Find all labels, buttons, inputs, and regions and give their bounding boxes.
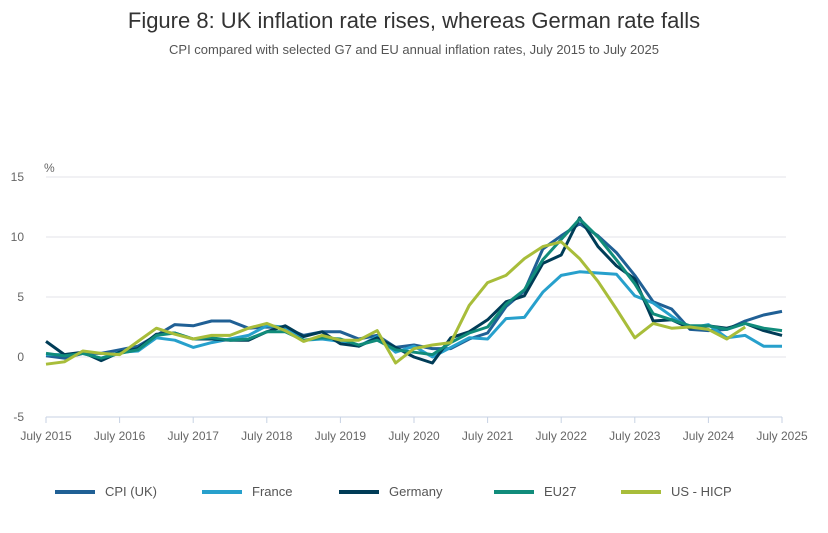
legend-swatch: [55, 489, 95, 494]
x-tick-label: July 2018: [241, 429, 293, 443]
legend-item[interactable]: CPI (UK): [55, 484, 157, 499]
x-tick-label: July 2021: [462, 429, 514, 443]
series-line-germany: [45, 216, 783, 365]
y-tick-label: 5: [17, 290, 24, 304]
x-tick-label: July 2024: [683, 429, 735, 443]
x-tick-label: July 2025: [756, 429, 808, 443]
legend-label: EU27: [544, 484, 577, 499]
y-tick-label: 15: [11, 170, 25, 184]
legend-item[interactable]: US - HICP: [621, 484, 732, 499]
y-tick-label: -5: [13, 410, 24, 424]
series-line-us-hicp: [45, 240, 747, 366]
x-tick-label: July 2023: [609, 429, 661, 443]
x-tick-label: July 2022: [536, 429, 588, 443]
y-tick-label: 10: [11, 230, 25, 244]
x-tick-label: July 2020: [388, 429, 440, 443]
y-axis-unit-label: %: [44, 161, 55, 175]
chart-title: Figure 8: UK inflation rate rises, where…: [127, 8, 701, 33]
series-line-france: [46, 270, 782, 360]
legend-swatch: [494, 489, 534, 494]
legend-label: CPI (UK): [105, 484, 157, 499]
x-tick-label: July 2016: [94, 429, 146, 443]
legend-item[interactable]: France: [202, 484, 292, 499]
legend-item[interactable]: Germany: [339, 484, 442, 499]
legend-swatch: [621, 489, 661, 494]
legend-label: France: [252, 484, 293, 499]
legend-label: US - HICP: [671, 484, 732, 499]
y-tick-label: 0: [17, 350, 24, 364]
x-tick-label: July 2015: [20, 429, 72, 443]
series-line-eu27: [45, 217, 783, 360]
x-tick-label: July 2019: [315, 429, 367, 443]
chart-subtitle: CPI compared with selected G7 and EU ann…: [169, 42, 659, 57]
x-tick-label: July 2017: [168, 429, 220, 443]
legend-item[interactable]: EU27: [494, 484, 577, 499]
legend-swatch: [339, 489, 379, 494]
chart-legend: CPI (UK) France Germany EU27 US - HICP: [0, 484, 828, 504]
legend-label: Germany: [389, 484, 443, 499]
legend-swatch: [202, 489, 242, 494]
